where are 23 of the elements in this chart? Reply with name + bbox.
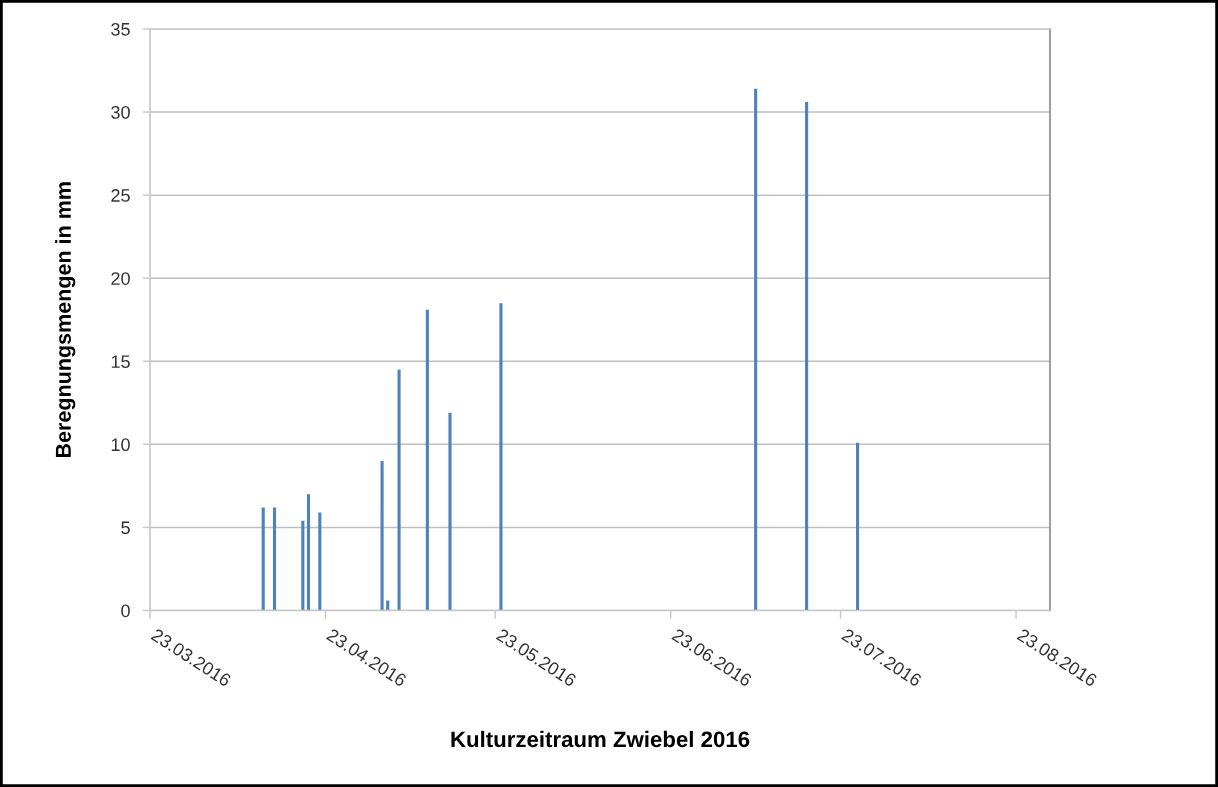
y-tick-label: 10 xyxy=(111,438,130,452)
bar xyxy=(855,442,860,611)
bar xyxy=(318,512,322,611)
y-tick-label: 35 xyxy=(111,22,130,36)
bar xyxy=(272,507,277,611)
y-tick-label: 30 xyxy=(111,106,130,119)
y-tick-label: 15 xyxy=(111,355,130,369)
bar xyxy=(380,460,384,611)
bar xyxy=(306,494,311,611)
bar xyxy=(448,412,452,611)
y-tick-label: 0 xyxy=(121,604,130,618)
y-tick-label: 20 xyxy=(111,272,130,285)
bar xyxy=(754,88,758,611)
bar xyxy=(397,369,401,611)
bar xyxy=(425,309,429,611)
y-axis-title: Beregnungsmengen in mm xyxy=(55,182,76,458)
bar xyxy=(805,102,809,611)
bar xyxy=(261,507,265,611)
y-tick-label: 5 xyxy=(121,521,130,535)
bar xyxy=(301,520,305,611)
x-axis-title: Kulturzeitraum Zwiebel 2016 xyxy=(451,730,750,748)
bar xyxy=(499,303,503,611)
y-tick-label: 25 xyxy=(111,189,130,202)
